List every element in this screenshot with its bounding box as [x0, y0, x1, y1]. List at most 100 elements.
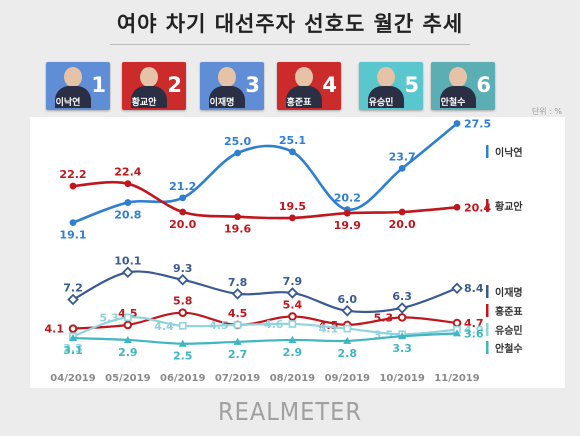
candidate-number: 2	[167, 73, 182, 97]
data-label-s3-7: 6.3	[392, 290, 412, 303]
data-label-s1-4: 25.0	[224, 135, 251, 148]
title-divider	[110, 44, 470, 45]
data-label-s6-1: 3.1	[63, 344, 83, 357]
candidate-name: 이낙연	[55, 98, 81, 108]
portrait-head	[218, 67, 236, 87]
portrait-head	[377, 67, 395, 87]
marker-s3-4	[231, 288, 244, 300]
data-label-s4-6: 4.5	[319, 319, 339, 332]
candidate-name: 유승민	[368, 98, 394, 108]
unit-label: 단위 : %	[531, 107, 562, 116]
candidate-photo-6: 안철수 6	[431, 62, 495, 110]
marker-s5-4	[233, 321, 242, 329]
portrait-head	[140, 67, 158, 87]
portrait-head	[64, 67, 82, 87]
legend-label-5: 유승민	[495, 324, 523, 337]
data-label-s4-4: 4.5	[228, 307, 248, 320]
data-label-s6-5: 2.9	[283, 346, 303, 359]
marker-s6-8	[453, 329, 461, 337]
marker-s6-2	[123, 335, 132, 343]
marker-s1-2	[124, 199, 132, 206]
realmeter-logo: REALMETER	[218, 397, 362, 426]
data-label-s6-2: 2.9	[118, 346, 138, 359]
data-label-s5-1: 3.3	[63, 342, 83, 355]
data-label-s2-8: 20.4	[464, 201, 491, 214]
data-label-s5-6: 4.1	[319, 323, 339, 336]
marker-s1-5	[289, 148, 296, 156]
candidate-number: 6	[476, 73, 491, 97]
marker-s5-3	[178, 322, 187, 330]
x-tick-label-7: 10/2019	[379, 373, 424, 384]
data-label-s4-1: 4.1	[45, 323, 65, 336]
data-label-s2-2: 22.4	[114, 166, 141, 179]
marker-s2-6	[343, 209, 351, 217]
data-label-s3-2: 10.1	[114, 254, 141, 267]
candidate-name: 홍준표	[286, 98, 312, 108]
marker-s2-5	[289, 214, 296, 222]
marker-s2-3	[179, 208, 187, 216]
candidate-photo-5: 유승민 5	[359, 62, 423, 110]
portrait-body	[368, 86, 404, 108]
legend-label-2: 황교안	[495, 200, 523, 213]
data-label-s4-7: 5.3	[374, 311, 394, 324]
marker-s3-7	[396, 302, 408, 314]
marker-s6-6	[343, 336, 352, 344]
legend-label-1: 이낙연	[495, 146, 523, 159]
marker-s6-7	[398, 332, 407, 340]
legend-swatch-3	[486, 285, 489, 298]
marker-s2-4	[234, 213, 241, 221]
marker-s4-1	[68, 324, 78, 333]
data-label-s3-1: 7.2	[63, 282, 83, 295]
chart-panel	[30, 117, 565, 388]
marker-s4-5	[288, 312, 297, 321]
legend-label-4: 홍준표	[495, 305, 523, 318]
candidate-number: 4	[322, 73, 337, 97]
marker-s1-3	[179, 194, 187, 202]
portrait-body	[131, 86, 167, 108]
data-label-s3-8: 8.4	[464, 282, 484, 295]
portrait-body	[209, 86, 245, 108]
candidate-photo-2: 황교안 2	[122, 62, 186, 110]
series-line-5	[72, 316, 458, 338]
legend-swatch-4	[486, 304, 489, 317]
data-label-s2-4: 19.6	[224, 223, 251, 236]
marker-s2-2	[124, 180, 132, 188]
x-tick-label-8: 11/2019	[434, 373, 479, 384]
marker-s3-6	[341, 305, 354, 317]
marker-s4-7	[397, 313, 407, 322]
candidate-photo-3: 이재명 3	[200, 62, 264, 110]
data-label-s3-5: 7.9	[283, 275, 303, 288]
marker-s5-5	[288, 320, 297, 328]
portrait-head	[449, 67, 467, 87]
portrait-body	[440, 86, 476, 108]
series-line-6	[72, 332, 458, 345]
legend-swatch-2	[486, 199, 489, 212]
marker-s4-3	[178, 308, 188, 317]
data-label-s4-8: 4.7	[464, 317, 484, 330]
marker-s1-4	[234, 149, 241, 157]
data-label-s5-8: 4.0	[464, 324, 484, 337]
data-label-s3-4: 7.8	[228, 276, 248, 289]
marker-s5-6	[343, 324, 352, 333]
marker-s2-8	[453, 203, 461, 211]
candidate-number: 1	[91, 73, 106, 97]
marker-s3-2	[122, 266, 134, 279]
x-tick-label-2: 05/2019	[105, 373, 150, 384]
marker-s2-7	[398, 208, 406, 216]
data-label-s6-3: 2.5	[173, 350, 193, 363]
data-label-s2-7: 20.0	[389, 218, 416, 231]
legend-swatch-6	[486, 341, 489, 354]
marker-s3-1	[67, 293, 79, 306]
candidate-name: 황교안	[131, 98, 157, 108]
data-label-s5-3: 4.4	[154, 320, 174, 333]
data-label-s1-6: 20.2	[334, 192, 361, 205]
data-label-s3-6: 6.0	[338, 293, 358, 306]
marker-s6-1	[69, 334, 77, 342]
data-label-s1-3: 21.2	[169, 180, 196, 193]
candidate-photo-4: 홍준표 4	[277, 62, 341, 110]
data-label-s1-5: 25.1	[279, 134, 306, 147]
marker-s4-2	[123, 320, 133, 330]
data-label-s2-5: 19.5	[279, 200, 306, 213]
x-tick-label-5: 08/2019	[270, 373, 315, 384]
candidate-name: 이재명	[209, 98, 235, 108]
